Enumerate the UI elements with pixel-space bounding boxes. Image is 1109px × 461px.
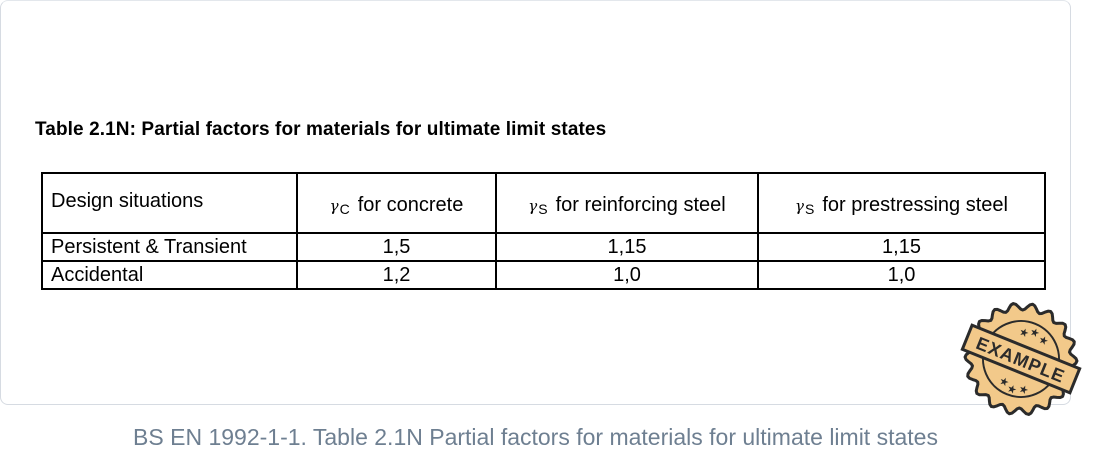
table-title: Table 2.1N: Partial factors for material… xyxy=(35,119,607,140)
gamma-subscript: S xyxy=(538,200,548,217)
row-prestressing-value: 1,0 xyxy=(757,260,1046,290)
example-stamp-icon: ★ ★ ★ ★ ★ ★ EXAMPLE xyxy=(960,302,1082,416)
row-reinforcing-value: 1,15 xyxy=(495,232,759,262)
stamp-star: ★ xyxy=(1036,333,1050,349)
header-prestressing-steel: γS for prestressing steel xyxy=(757,172,1046,234)
table-row: Persistent & Transient 1,5 1,15 1,15 xyxy=(41,232,1046,262)
stamp-star: ★ xyxy=(1028,325,1042,341)
stamp-star: ★ xyxy=(1005,381,1019,397)
header-concrete-label: for concrete xyxy=(357,193,464,216)
table-header-row: Design situations γC for concrete γS for r… xyxy=(41,172,1046,234)
row-situation: Persistent & Transient xyxy=(41,232,298,262)
figure-caption: BS EN 1992-1-1. Table 2.1N Partial facto… xyxy=(133,424,938,450)
row-situation: Accidental xyxy=(41,260,298,290)
row-reinforcing-value: 1,0 xyxy=(495,260,759,290)
gamma-symbol: γ xyxy=(329,196,339,215)
gamma-symbol: γ xyxy=(795,196,804,215)
image-card: Table 2.1N: Partial factors for material… xyxy=(0,0,1071,405)
stamp-star: ★ xyxy=(1017,325,1031,341)
header-reinforcing-steel: γS for reinforcing steel xyxy=(495,172,759,234)
partial-factors-table: Design situations γC for concrete γS for r… xyxy=(41,172,1046,290)
header-concrete: γC for concrete xyxy=(296,172,497,234)
stamp-star: ★ xyxy=(997,374,1011,390)
row-concrete-value: 1,5 xyxy=(296,232,497,262)
gamma-subscript: S xyxy=(804,200,815,217)
gamma-symbol: γ xyxy=(528,196,538,215)
row-prestressing-value: 1,15 xyxy=(757,232,1046,262)
row-concrete-value: 1,2 xyxy=(296,260,497,290)
header-reinforcing-label: for reinforcing steel xyxy=(555,193,726,216)
table-row: Accidental 1,2 1,0 1,0 xyxy=(41,260,1046,290)
stamp-star: ★ xyxy=(1017,382,1031,398)
header-prestressing-label: for prestressing steel xyxy=(822,193,1008,216)
gamma-subscript: C xyxy=(339,200,350,217)
header-design-situations: Design situations xyxy=(41,172,298,234)
stamp-ribbon xyxy=(960,323,1082,395)
